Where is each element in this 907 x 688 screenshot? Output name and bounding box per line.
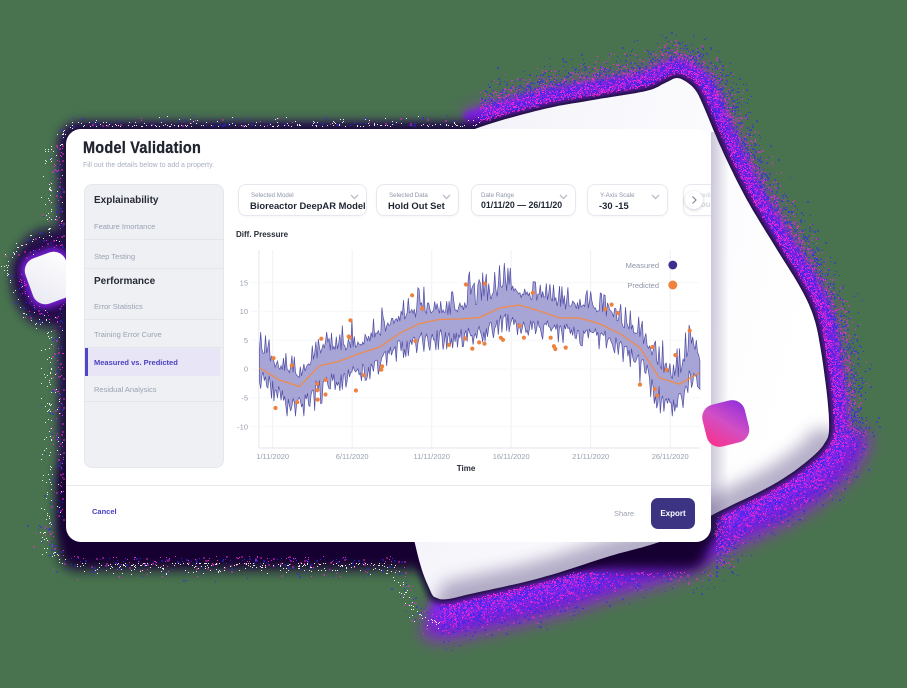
- svg-text:10: 10: [240, 307, 248, 316]
- svg-text:0: 0: [244, 365, 248, 374]
- svg-text:11/11/2020: 11/11/2020: [413, 452, 449, 461]
- svg-text:15: 15: [240, 278, 248, 287]
- svg-text:-5: -5: [241, 394, 248, 403]
- svg-text:1/11/2020: 1/11/2020: [256, 452, 289, 461]
- svg-text:Time: Time: [457, 464, 476, 473]
- svg-text:Measured: Measured: [626, 261, 659, 270]
- svg-text:21/11/2020: 21/11/2020: [572, 452, 609, 461]
- svg-text:-10: -10: [237, 422, 248, 431]
- svg-text:16/11/2020: 16/11/2020: [493, 452, 530, 461]
- svg-text:6/11/2020: 6/11/2020: [336, 452, 369, 461]
- svg-text:Predicted: Predicted: [627, 281, 659, 290]
- svg-text:5: 5: [244, 336, 248, 345]
- svg-text:26/11/2020: 26/11/2020: [652, 452, 689, 461]
